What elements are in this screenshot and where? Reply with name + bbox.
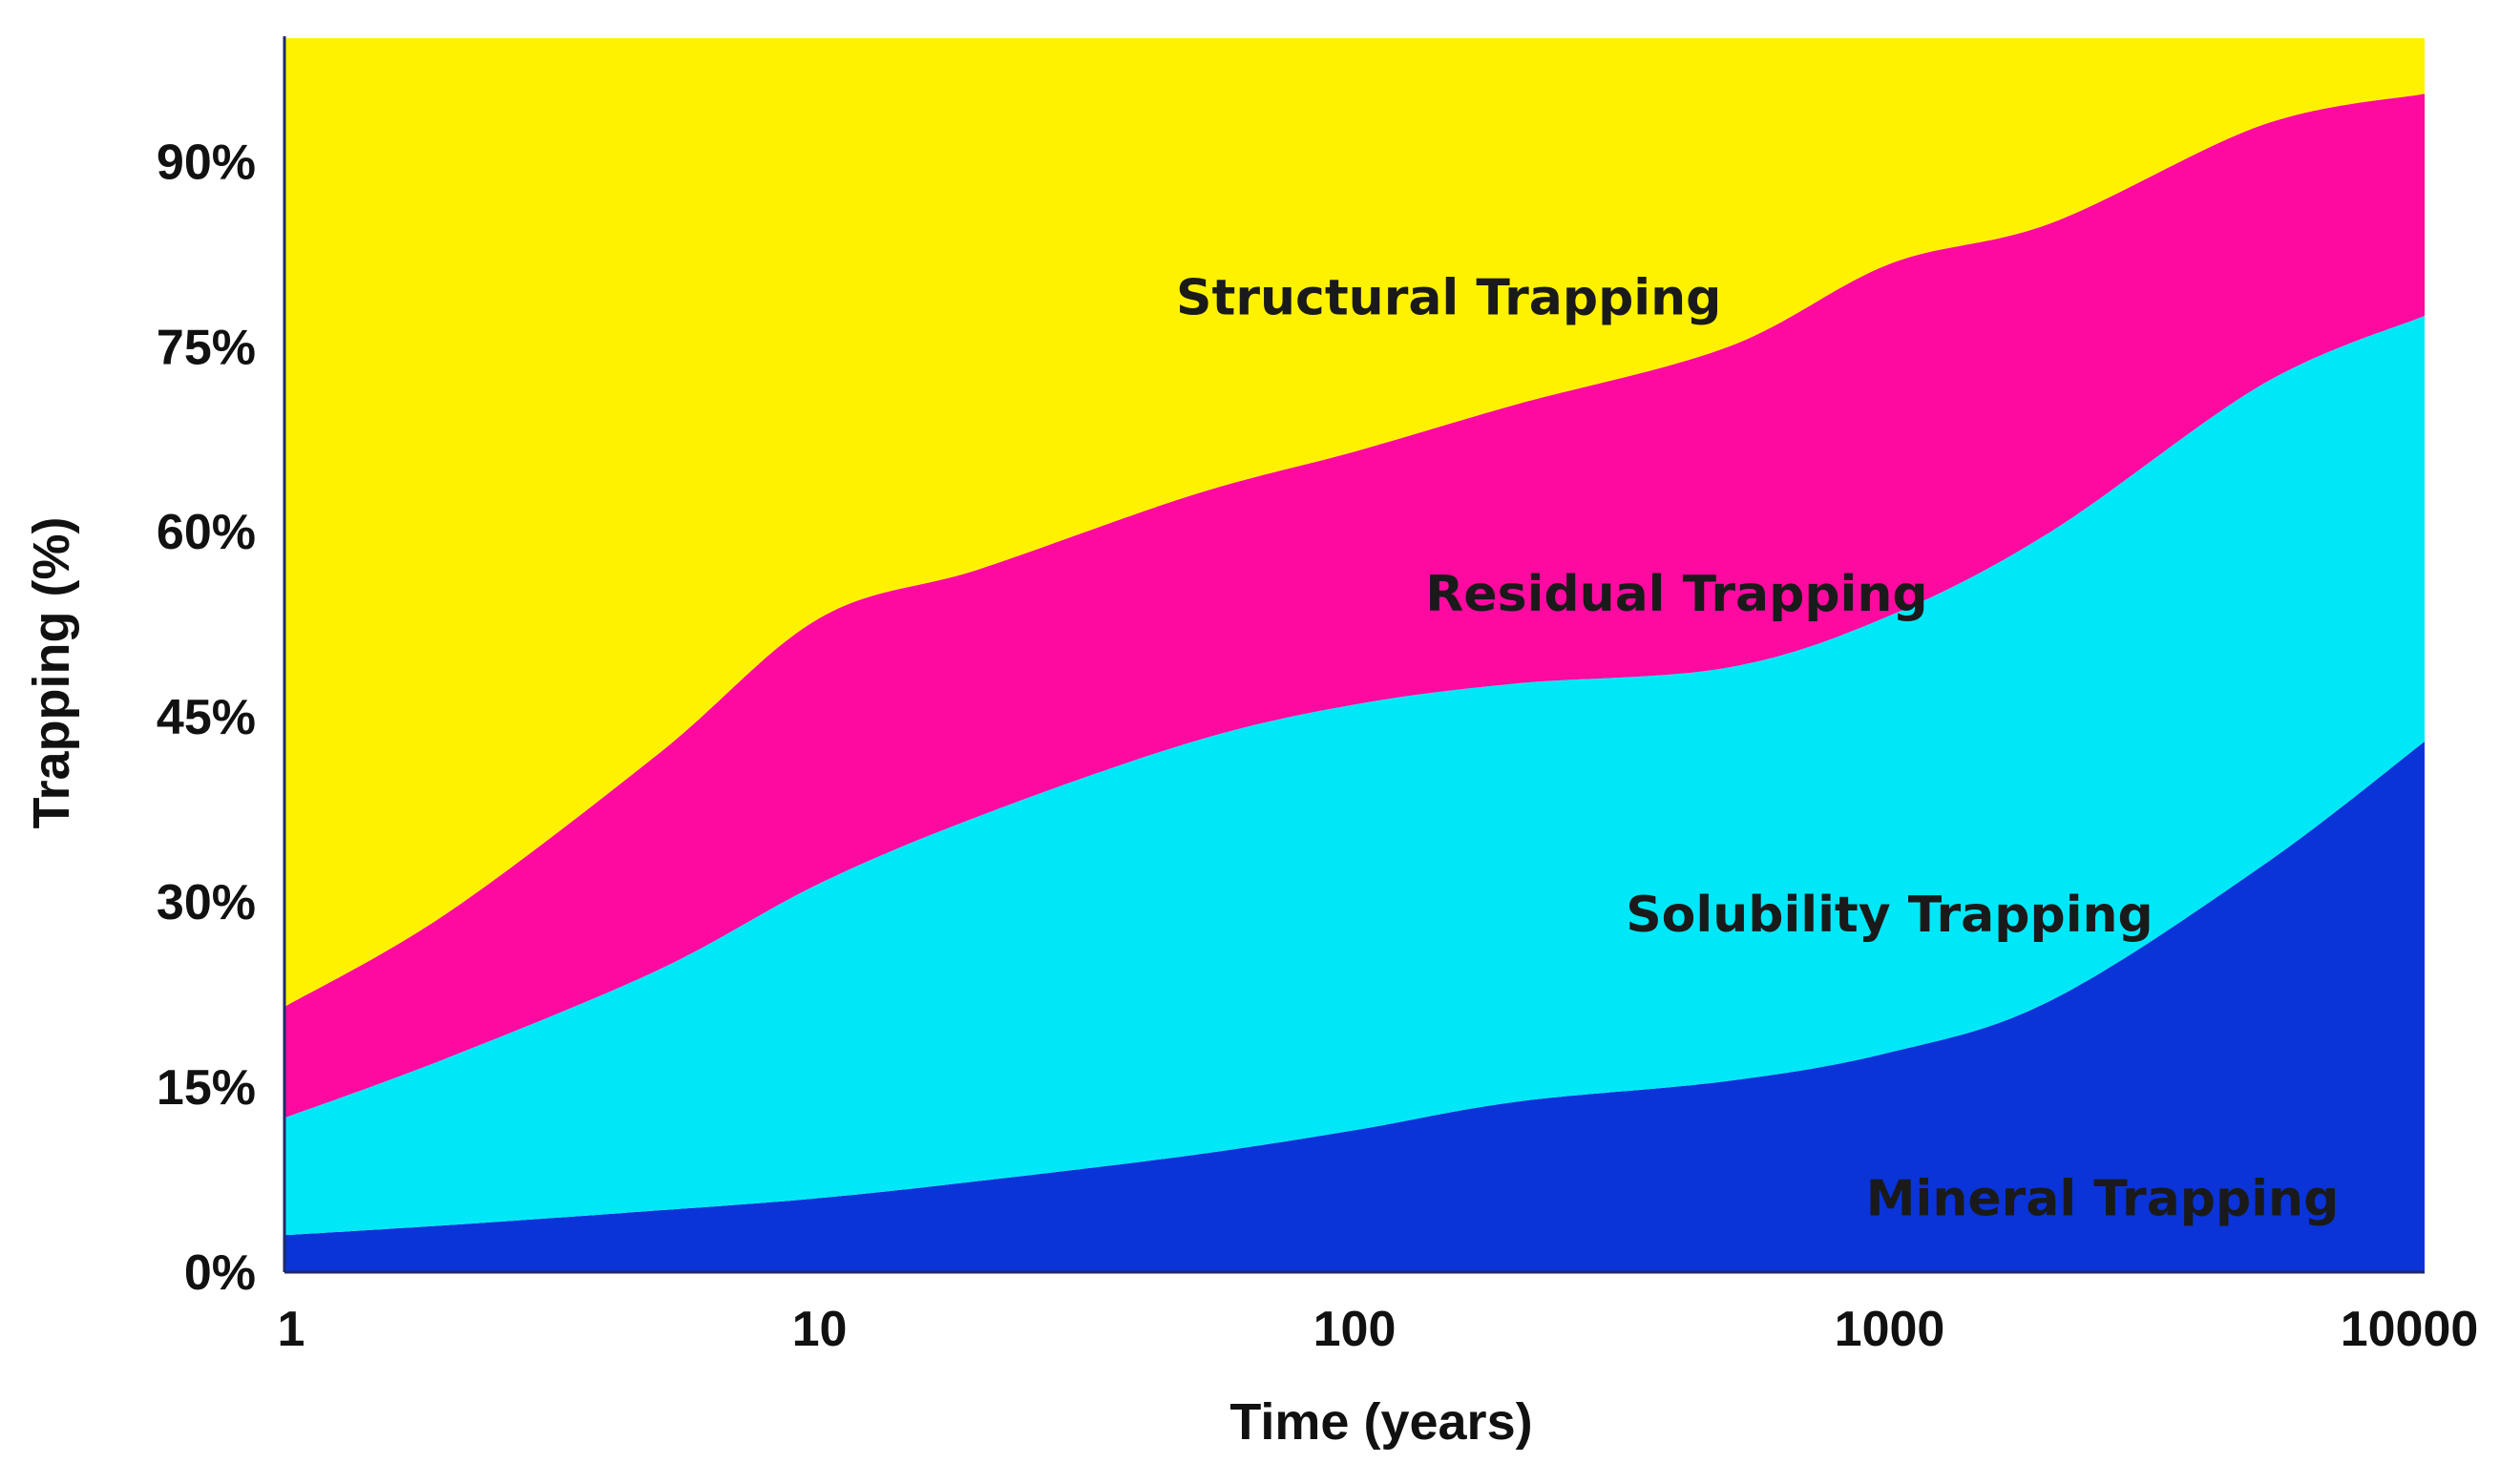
- y-tick-label: 60%: [157, 505, 256, 560]
- y-tick-label: 45%: [157, 690, 256, 745]
- x-tick-label: 1: [278, 1302, 305, 1357]
- stacked-areas: [284, 38, 2425, 1272]
- y-tick-label: 15%: [157, 1060, 256, 1116]
- area-label-mineral-trapping: Mineral Trapping: [1866, 1170, 2340, 1227]
- x-axis-title: Time (years): [1229, 1393, 1532, 1451]
- area-residual-trapping: [284, 94, 2425, 1118]
- area-label-residual-trapping: Residual Trapping: [1425, 566, 1927, 623]
- y-tick-label: 90%: [157, 135, 256, 190]
- area-solubility-trapping: [284, 315, 2425, 1236]
- x-tick-label: 100: [1313, 1302, 1397, 1357]
- area-label-solubility-trapping: Solubility Trapping: [1626, 887, 2153, 944]
- x-tick-label: 1000: [1835, 1302, 1945, 1357]
- area-labels: Structural Trapping Residual Trapping Solu…: [1176, 270, 2339, 1228]
- axes: [283, 36, 2425, 1274]
- y-axis-title: Trapping (%): [23, 517, 80, 829]
- y-tick-label: 30%: [157, 875, 256, 930]
- x-tick-label: 10: [792, 1302, 848, 1357]
- area-structural-trapping: [284, 38, 2425, 1007]
- area-label-structural-trapping: Structural Trapping: [1176, 270, 1721, 327]
- y-tick-labels: 0% 15% 30% 45% 60% 75% 90%: [157, 135, 256, 1301]
- y-tick-label: 0%: [184, 1245, 256, 1301]
- y-tick-label: 75%: [157, 320, 256, 375]
- x-tick-labels: 1 10 100 1000 10000: [278, 1302, 2479, 1357]
- x-tick-label: 10000: [2341, 1302, 2479, 1357]
- area-mineral-trapping: [284, 742, 2425, 1272]
